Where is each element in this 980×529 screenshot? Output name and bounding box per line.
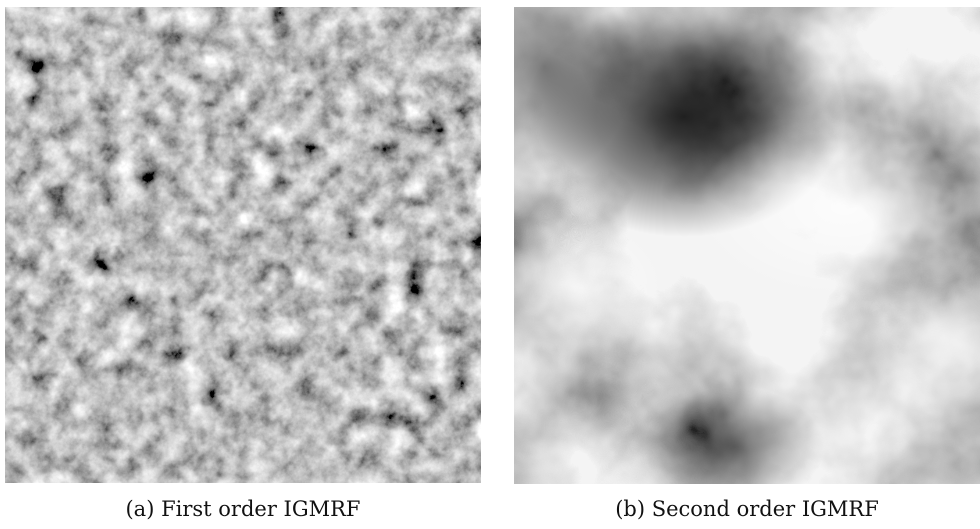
first-order-texture [5, 7, 481, 483]
second-order-texture [514, 7, 980, 484]
first-order-igmrf-image [5, 7, 481, 483]
caption-a: (a) First order IGMRF [125, 497, 361, 521]
caption-b: (b) Second order IGMRF [615, 497, 879, 521]
second-order-igmrf-image [514, 7, 980, 484]
